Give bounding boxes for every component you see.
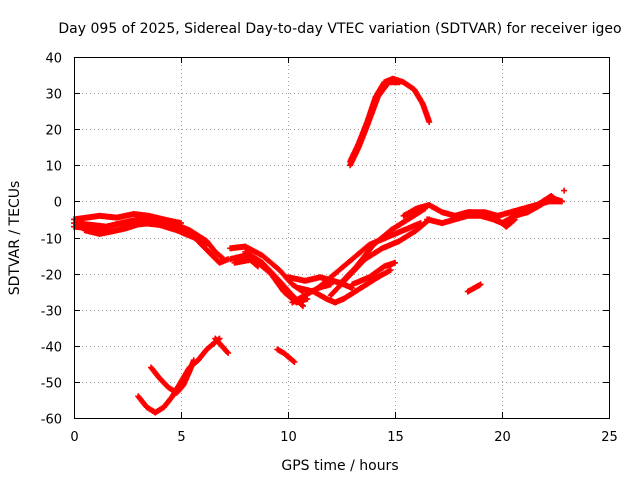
- series-track-t: [466, 209, 518, 230]
- y-tick-label: 20: [45, 124, 62, 139]
- series-track-ac: [274, 346, 298, 365]
- x-tick-label: 25: [601, 430, 618, 445]
- x-tick-label: 5: [177, 430, 185, 445]
- y-tick-label: 10: [45, 160, 62, 175]
- series-track-ab: [212, 335, 232, 356]
- y-tick-label: 40: [45, 52, 62, 67]
- series-markers: [464, 281, 484, 295]
- chart-title: Day 095 of 2025, Sidereal Day-to-day VTE…: [58, 21, 621, 37]
- series-markers: [148, 357, 197, 396]
- series-track-v: [561, 187, 568, 194]
- y-tick-labels: -60 -50 -40 -30 -20 -10 0 10 20 30 40: [41, 52, 62, 428]
- series-markers: [340, 267, 394, 302]
- series-markers: [466, 209, 518, 230]
- series-markers: [227, 252, 261, 270]
- series-track-u: [529, 193, 561, 212]
- x-tick-labels: 0 5 10 15 20 25: [70, 430, 617, 445]
- series-markers: [529, 193, 561, 212]
- grid-lines: [74, 57, 609, 418]
- y-tick-label: -20: [41, 269, 62, 284]
- series-markers: [135, 335, 223, 416]
- x-tick-label: 15: [387, 430, 404, 445]
- series-markers: [81, 220, 184, 237]
- series-markers: [212, 335, 232, 356]
- series-track-e: [195, 238, 232, 266]
- series-track-aa: [148, 357, 197, 396]
- series-track-d: [81, 220, 184, 237]
- series-markers: [561, 187, 568, 194]
- y-tick-label: -30: [41, 305, 62, 320]
- x-axis-label: GPS time / hours: [281, 458, 398, 474]
- series-markers: [347, 75, 433, 165]
- x-tick-label: 20: [494, 430, 511, 445]
- series-track-w: [347, 75, 433, 165]
- series-markers: [274, 346, 298, 365]
- series-track-o: [336, 205, 428, 288]
- series-markers: [349, 259, 398, 288]
- y-tick-label: -40: [41, 341, 62, 356]
- y-tick-label: -50: [41, 377, 62, 392]
- data-series: [71, 75, 568, 416]
- series-track-z: [135, 335, 223, 416]
- series-track-q: [349, 259, 398, 288]
- y-tick-label: -10: [41, 233, 62, 248]
- y-axis-label: SDTVAR / TECUs: [7, 181, 23, 296]
- axis-ticks: [74, 57, 610, 419]
- series-track-p: [340, 267, 394, 302]
- series-markers: [347, 79, 403, 169]
- series-markers: [195, 238, 232, 266]
- series-track-y: [464, 281, 484, 295]
- x-tick-label: 10: [280, 430, 297, 445]
- x-tick-label: 0: [70, 430, 78, 445]
- series-markers: [336, 205, 428, 288]
- y-tick-label: -60: [41, 413, 62, 428]
- series-track-i: [227, 252, 261, 270]
- series-track-x: [347, 79, 403, 169]
- y-tick-label: 0: [54, 196, 62, 211]
- plot-frame: [74, 57, 610, 419]
- y-tick-label: 30: [45, 88, 62, 103]
